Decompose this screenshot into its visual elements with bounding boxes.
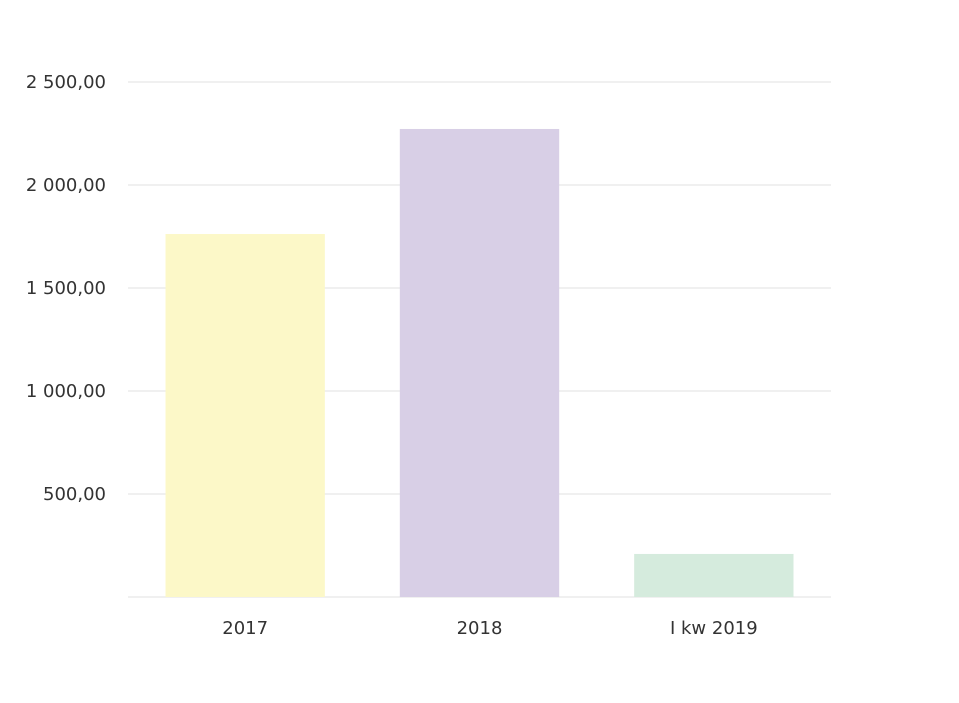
bar [165, 234, 325, 597]
x-tick-label: I kw 2019 [670, 618, 758, 639]
bar [399, 128, 560, 597]
y-tick-label: 500,00 [43, 484, 106, 505]
y-tick-label: 2 500,00 [26, 72, 106, 93]
y-tick-label: 1 500,00 [26, 278, 106, 299]
bar [634, 553, 794, 597]
x-tick-label: 2017 [222, 618, 268, 639]
y-tick-label: 2 000,00 [26, 175, 106, 196]
x-tick-label: 2018 [457, 618, 503, 639]
y-tick-label: 1 000,00 [26, 381, 106, 402]
